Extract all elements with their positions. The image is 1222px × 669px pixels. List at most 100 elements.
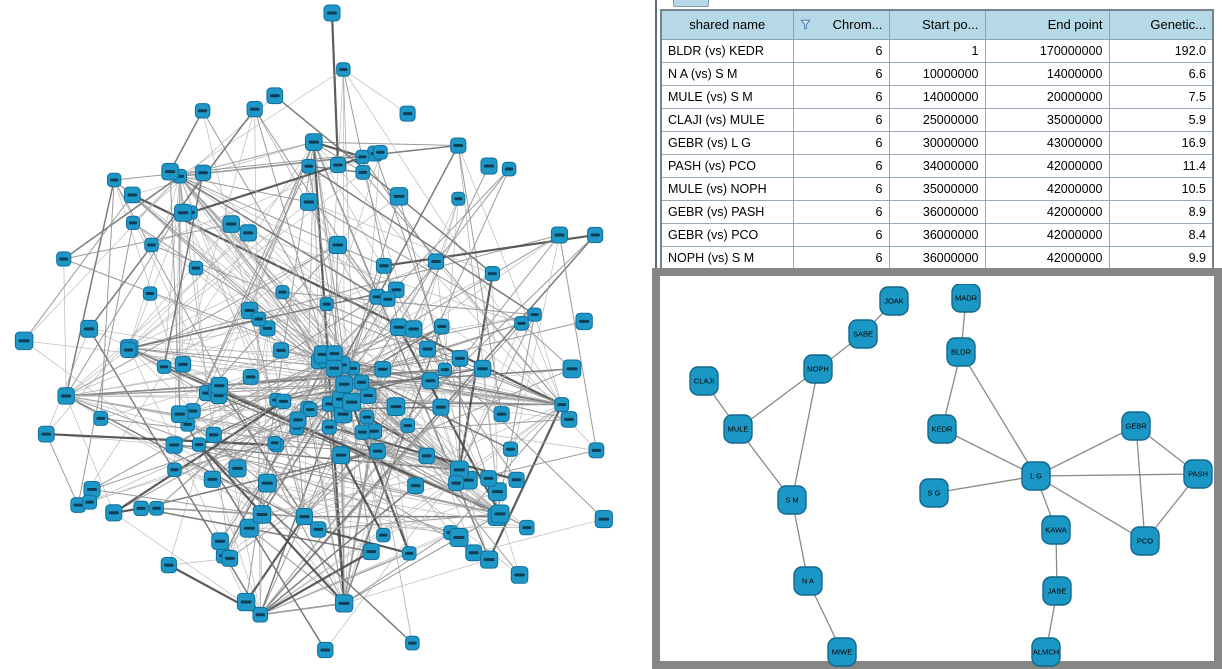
- network-node[interactable]: [239, 518, 259, 538]
- column-header-end_point[interactable]: End point: [984, 9, 1110, 40]
- network-node[interactable]: [437, 362, 452, 377]
- network-node[interactable]: [374, 360, 392, 378]
- network-node[interactable]: [295, 507, 313, 526]
- subnetwork-edge[interactable]: [960, 351, 1037, 477]
- network-node[interactable]: [165, 436, 183, 454]
- network-node[interactable]: [267, 435, 282, 450]
- network-node[interactable]: [188, 260, 204, 276]
- network-node[interactable]: [211, 532, 229, 550]
- network-node[interactable]: [170, 405, 189, 424]
- network-node[interactable]: [210, 376, 229, 395]
- network-node[interactable]: [319, 297, 334, 312]
- table-scrollbar-fragment[interactable]: [673, 0, 709, 7]
- network-node[interactable]: [342, 392, 362, 412]
- network-node[interactable]: [421, 372, 439, 390]
- network-node[interactable]: [588, 442, 605, 459]
- network-node[interactable]: [124, 186, 141, 204]
- network-node[interactable]: [301, 158, 317, 174]
- network-node[interactable]: [488, 482, 507, 502]
- network-node[interactable]: [519, 519, 535, 536]
- network-node[interactable]: [239, 224, 257, 242]
- network-node[interactable]: [266, 87, 284, 105]
- node-S M[interactable]: S M: [777, 485, 807, 515]
- network-node[interactable]: [93, 410, 109, 426]
- node-N A[interactable]: N A: [793, 566, 823, 596]
- network-node[interactable]: [332, 446, 351, 465]
- network-node[interactable]: [251, 311, 267, 327]
- node-KEDR[interactable]: KEDR: [927, 414, 957, 444]
- network-node[interactable]: [205, 426, 222, 443]
- node-MADR[interactable]: MADR: [951, 284, 981, 313]
- network-node[interactable]: [142, 286, 158, 301]
- table-row[interactable]: MULE (vs) NOPH 6 35000000 42000000 10.5: [660, 176, 1214, 201]
- network-node[interactable]: [275, 285, 290, 300]
- network-node[interactable]: [450, 460, 469, 480]
- table-row[interactable]: BLDR (vs) KEDR 6 1 170000000 192.0: [660, 38, 1214, 63]
- node-PCO[interactable]: PCO: [1130, 526, 1160, 556]
- network-node[interactable]: [503, 441, 519, 457]
- network-node[interactable]: [323, 4, 341, 22]
- network-node[interactable]: [257, 473, 277, 493]
- network-node[interactable]: [222, 215, 241, 233]
- network-node[interactable]: [400, 418, 416, 433]
- network-node[interactable]: [326, 345, 343, 362]
- network-node[interactable]: [334, 594, 354, 613]
- network-node[interactable]: [399, 105, 416, 122]
- network-node[interactable]: [451, 191, 466, 206]
- network-node[interactable]: [390, 318, 408, 336]
- network-node[interactable]: [386, 397, 406, 416]
- network-node[interactable]: [167, 462, 182, 478]
- column-header-genetic[interactable]: Genetic...: [1108, 9, 1214, 40]
- network-node[interactable]: [336, 62, 351, 77]
- network-node[interactable]: [156, 359, 172, 374]
- network-node[interactable]: [120, 341, 137, 359]
- network-node[interactable]: [449, 527, 469, 547]
- table-row[interactable]: GEBR (vs) L G 6 30000000 43000000 16.9: [660, 130, 1214, 155]
- table-row[interactable]: MULE (vs) S M 6 14000000 20000000 7.5: [660, 84, 1214, 109]
- network-node[interactable]: [289, 411, 307, 429]
- network-node[interactable]: [402, 546, 417, 561]
- network-node[interactable]: [252, 505, 272, 524]
- network-node[interactable]: [57, 387, 75, 405]
- subnetwork-canvas[interactable]: JOAK SABE NOPH CLAJI MULE S M N A MIWE MADR BLDR K…: [668, 284, 1222, 669]
- column-header-shared_name[interactable]: shared name: [660, 9, 794, 40]
- network-node[interactable]: [550, 226, 568, 244]
- network-node[interactable]: [594, 509, 613, 529]
- network-node[interactable]: [376, 527, 391, 543]
- network-node[interactable]: [389, 187, 409, 206]
- network-node[interactable]: [144, 237, 159, 253]
- network-node[interactable]: [484, 266, 501, 282]
- network-node[interactable]: [405, 635, 420, 651]
- network-node[interactable]: [465, 544, 483, 562]
- network-node[interactable]: [562, 359, 582, 379]
- network-node[interactable]: [70, 497, 86, 513]
- network-node[interactable]: [510, 566, 529, 584]
- network-node[interactable]: [375, 257, 392, 274]
- network-node[interactable]: [191, 437, 207, 452]
- column-header-chromosome[interactable]: Chrom...: [792, 9, 890, 40]
- network-node[interactable]: [321, 419, 337, 435]
- network-node[interactable]: [304, 133, 323, 151]
- network-node[interactable]: [310, 521, 327, 538]
- node-CLAJI[interactable]: CLAJI: [689, 366, 719, 396]
- node-NOPH[interactable]: NOPH: [803, 354, 833, 384]
- node-JABE[interactable]: JABE: [1042, 576, 1072, 606]
- subnetwork-edge[interactable]: [791, 368, 819, 501]
- table-row[interactable]: NOPH (vs) S M 6 36000000 42000000 9.9: [660, 245, 1214, 270]
- network-node[interactable]: [380, 291, 396, 307]
- network-node[interactable]: [451, 349, 469, 367]
- network-node[interactable]: [221, 549, 239, 567]
- network-node[interactable]: [432, 398, 450, 416]
- table-row[interactable]: CLAJI (vs) MULE 6 25000000 35000000 5.9: [660, 107, 1214, 132]
- network-node[interactable]: [106, 172, 122, 188]
- table-row[interactable]: PASH (vs) PCO 6 34000000 42000000 11.4: [660, 153, 1214, 178]
- network-node[interactable]: [480, 470, 497, 487]
- network-node[interactable]: [369, 443, 386, 460]
- main-network-canvas[interactable]: [0, 0, 653, 669]
- network-node[interactable]: [174, 203, 193, 222]
- network-node[interactable]: [252, 606, 269, 623]
- network-node[interactable]: [330, 157, 346, 173]
- network-node[interactable]: [587, 226, 604, 244]
- subnetwork-edge[interactable]: [933, 475, 1037, 494]
- network-node[interactable]: [203, 470, 221, 488]
